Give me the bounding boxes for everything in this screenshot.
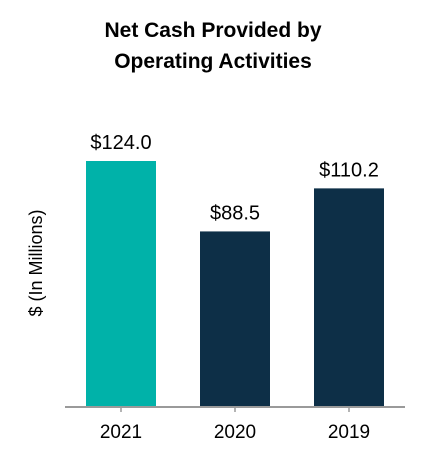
bars-group: $124.0 $88.5 $110.2	[86, 132, 384, 407]
chart-title-line-2: Operating Activities	[114, 50, 312, 73]
y-axis-label: $ (In Millions)	[26, 209, 46, 316]
bar-2019	[314, 188, 384, 407]
data-label-2019: $110.2	[319, 159, 379, 181]
x-axis-ticks: 2021 2020 2019	[100, 407, 370, 443]
x-tick-label-2019: 2019	[328, 422, 370, 443]
bar-2020	[200, 231, 270, 407]
data-label-2020: $88.5	[210, 202, 260, 224]
x-tick-label-2020: 2020	[214, 422, 256, 443]
bar-2021	[86, 161, 156, 407]
chart-title-line-1: Net Cash Provided by	[104, 19, 321, 42]
x-tick-label-2021: 2021	[100, 422, 142, 443]
data-label-2021: $124.0	[90, 132, 151, 154]
